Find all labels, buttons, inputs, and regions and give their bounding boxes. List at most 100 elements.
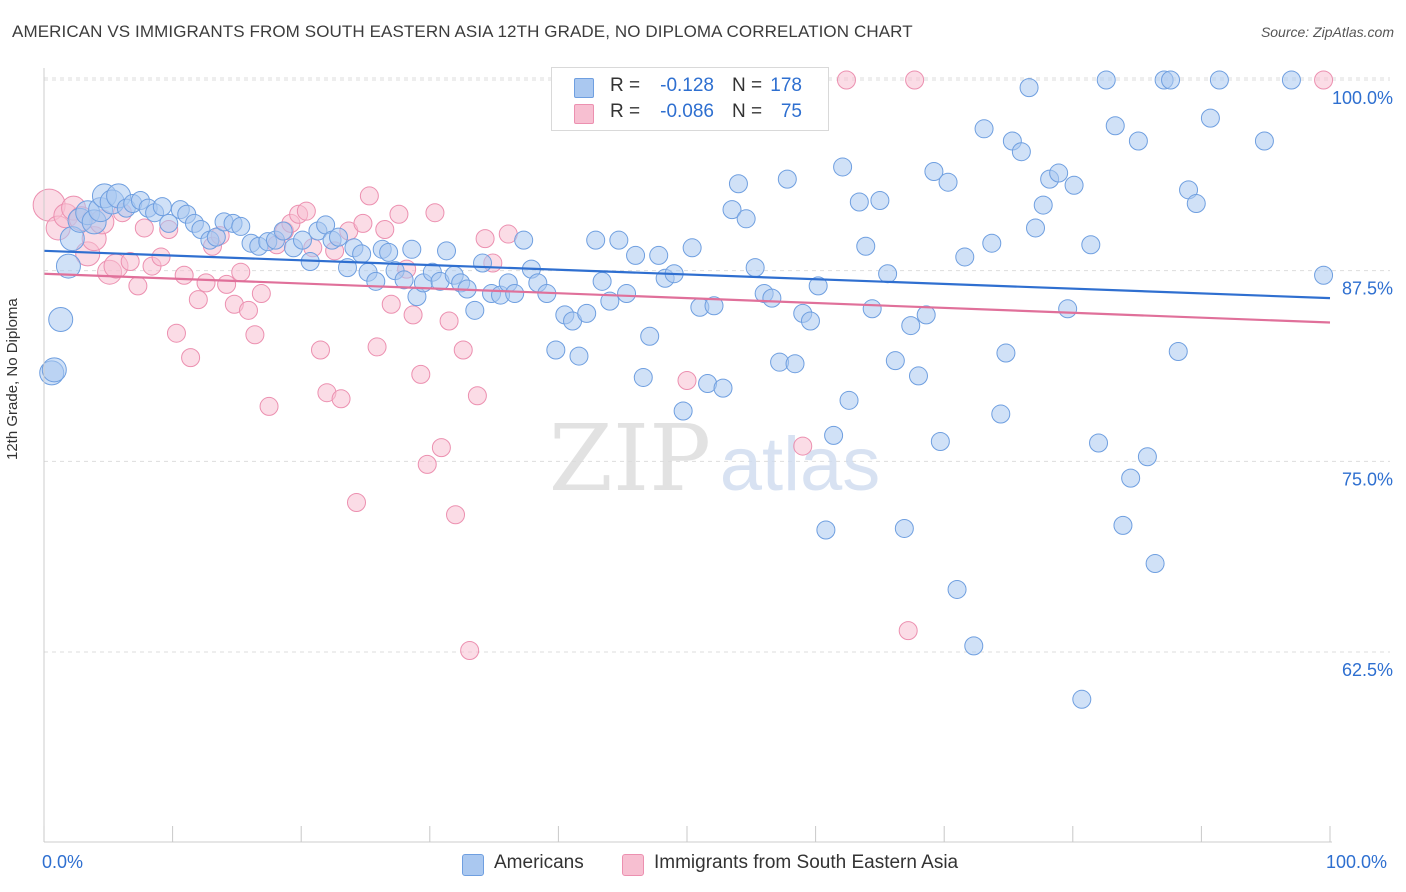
americans-point (1137, 447, 1157, 467)
americans-point (649, 245, 669, 265)
americans-point (713, 378, 733, 398)
americans-point (808, 276, 828, 296)
americans-point (1049, 163, 1069, 183)
americans-point (546, 340, 566, 360)
americans-point (777, 169, 797, 189)
americans-point (1186, 194, 1206, 214)
americans-point (849, 192, 869, 212)
americans-point (55, 253, 81, 279)
americans-point (609, 230, 629, 250)
americans-point (1033, 195, 1053, 215)
y-tick-label: 62.5% (1342, 660, 1393, 680)
immigrants-point (353, 213, 373, 233)
americans-point (1096, 70, 1116, 90)
immigrants-point (259, 396, 279, 416)
x-axis-max-label: 100.0% (1326, 852, 1388, 872)
immigrants-trend-line (43, 272, 1331, 324)
americans-point (955, 247, 975, 267)
immigrants-point (431, 438, 451, 458)
y-tick-label: 100.0% (1332, 88, 1393, 108)
immigrants-point (217, 274, 237, 294)
americans-point (586, 230, 606, 250)
americans-point (824, 425, 844, 445)
immigrants-point (446, 505, 466, 525)
americans-point (785, 354, 805, 374)
immigrants-point (460, 640, 480, 660)
chart-title: AMERICAN VS IMMIGRANTS FROM SOUTH EASTER… (12, 22, 913, 41)
immigrants-point (151, 247, 171, 267)
americans-point (916, 305, 936, 325)
stats-row-americans: R = -0.128 N = 178 (552, 75, 828, 101)
legend-americans-label: Americans (494, 852, 584, 873)
americans-point (394, 270, 414, 290)
americans-point (1058, 299, 1078, 319)
americans-point (48, 306, 74, 332)
americans-point (152, 197, 172, 217)
americans-point (1081, 235, 1101, 255)
immigrants-point (166, 323, 186, 343)
immigrants-point (251, 284, 271, 304)
americans-point (640, 326, 660, 346)
americans-point (996, 343, 1016, 363)
americans-swatch (574, 78, 594, 98)
americans-point (1026, 218, 1046, 238)
americans-point (465, 300, 485, 320)
immigrants-point (128, 276, 148, 296)
immigrants-point (346, 493, 366, 513)
americans-point (402, 239, 422, 259)
immigrants-point (245, 325, 265, 345)
americans-point (328, 227, 348, 247)
americans-point (1019, 78, 1039, 98)
americans-point (633, 367, 653, 387)
y-tick-label: 75.0% (1342, 469, 1393, 489)
source-label: Source: ZipAtlas.com (1260, 24, 1394, 40)
americans-point (908, 366, 928, 386)
immigrants-r-label: R = (610, 101, 641, 122)
immigrants-point (375, 219, 395, 239)
immigrants-point (439, 311, 459, 331)
immigrants-point (367, 337, 387, 357)
americans-point (930, 432, 950, 452)
americans-point (964, 636, 984, 656)
immigrants-point (836, 70, 856, 90)
immigrants-point (231, 262, 251, 282)
stats-row-immigrants: R = -0.086 N = 75 (552, 101, 828, 127)
americans-trend-line (43, 249, 1331, 300)
immigrants-point (425, 203, 445, 223)
americans-point (617, 284, 637, 304)
immigrants-point (417, 454, 437, 474)
americans-point (1168, 342, 1188, 362)
americans-point (1089, 433, 1109, 453)
americans-point (379, 242, 399, 262)
watermark-atlas: atlas (720, 422, 881, 507)
immigrants-swatch (574, 104, 594, 124)
immigrants-n-value: 75 (780, 101, 802, 122)
legend-americans-swatch (462, 854, 484, 876)
americans-point (514, 230, 534, 250)
americans-point (974, 119, 994, 139)
immigrants-point (196, 273, 216, 293)
legend-immigrants-label: Immigrants from South Eastern Asia (654, 852, 959, 873)
americans-point (682, 238, 702, 258)
americans-point (1200, 108, 1220, 128)
americans-point (745, 258, 765, 278)
americans-point (1314, 265, 1334, 285)
americans-point (1105, 116, 1125, 136)
immigrants-r-value: -0.086 (660, 101, 714, 122)
immigrants-point (174, 265, 194, 285)
americans-point (870, 191, 890, 211)
legend-immigrants-swatch (622, 854, 644, 876)
immigrants-point (677, 370, 697, 390)
immigrants-point (120, 252, 140, 272)
americans-r-label: R = (610, 75, 641, 96)
americans-point (1209, 70, 1229, 90)
immigrants-point (134, 218, 154, 238)
gridlines (44, 77, 1390, 653)
americans-point (1128, 131, 1148, 151)
y-axis-title: 12th Grade, No Diploma (4, 298, 21, 460)
americans-point (938, 172, 958, 192)
immigrants-point (359, 186, 379, 206)
americans-point (736, 209, 756, 229)
americans-point (352, 244, 372, 264)
